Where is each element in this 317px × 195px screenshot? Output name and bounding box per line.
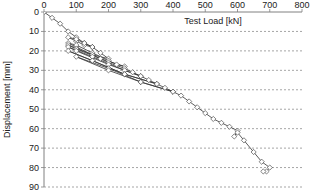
- point: [241, 138, 246, 143]
- x-tick-label: 600: [230, 0, 245, 10]
- point: [90, 44, 95, 49]
- point: [259, 159, 264, 164]
- x-tick-label: 100: [69, 0, 84, 10]
- x-axis-label: Test Load [kN]: [184, 16, 242, 26]
- point: [227, 124, 232, 129]
- point: [49, 15, 54, 20]
- point: [114, 62, 119, 67]
- grid-line: [44, 128, 302, 129]
- y-tick-label: 40: [29, 85, 39, 95]
- point: [98, 50, 103, 55]
- x-tick-label: 300: [133, 0, 148, 10]
- point: [251, 149, 256, 154]
- point: [58, 21, 63, 26]
- grid-line: [44, 187, 302, 188]
- y-tick-label: 10: [29, 26, 39, 36]
- point: [146, 77, 151, 82]
- y-axis: [44, 12, 45, 187]
- point: [170, 89, 175, 94]
- point: [82, 41, 87, 46]
- point: [74, 54, 79, 59]
- grid-line: [44, 167, 302, 168]
- point: [90, 58, 95, 63]
- point: [154, 81, 159, 86]
- point: [66, 29, 71, 34]
- point: [261, 169, 266, 174]
- x-tick-label: 400: [165, 0, 180, 10]
- x-tick-label: 200: [101, 0, 116, 10]
- grid-line: [44, 109, 302, 110]
- y-tick-label: 30: [29, 65, 39, 75]
- point: [203, 111, 208, 116]
- x-tick-label: 800: [294, 0, 309, 10]
- point: [154, 81, 159, 86]
- y-axis-label: Displacement [mm]: [2, 61, 12, 138]
- load-curve: [44, 12, 270, 171]
- y-tick-label: 60: [29, 124, 39, 134]
- point: [138, 74, 143, 79]
- point: [106, 68, 111, 73]
- point: [162, 85, 167, 90]
- y-tick-label: 20: [29, 46, 39, 56]
- point: [130, 70, 135, 75]
- grid-line: [44, 148, 302, 149]
- y-tick-label: 90: [29, 182, 39, 192]
- point: [98, 56, 103, 61]
- point: [178, 93, 183, 98]
- y-tick-label: 80: [29, 163, 39, 173]
- chart: 0 10 20 30 40 50 60 70 80 90 0 100 200 300 400 500 600 70…: [0, 0, 317, 195]
- point: [170, 89, 175, 94]
- point: [138, 79, 143, 84]
- point: [122, 72, 127, 77]
- y-tick-label: 70: [29, 143, 39, 153]
- point: [232, 134, 237, 139]
- point: [138, 74, 143, 79]
- x-tick-label: 500: [198, 0, 213, 10]
- grid-line: [44, 31, 302, 32]
- point: [90, 44, 95, 49]
- x-tick-label: 700: [262, 0, 277, 10]
- point: [66, 35, 71, 40]
- point: [66, 48, 71, 53]
- plot-area: [44, 12, 272, 174]
- x-axis: [44, 12, 302, 13]
- point: [235, 130, 240, 135]
- point: [219, 120, 224, 125]
- point: [211, 116, 216, 121]
- point: [74, 48, 79, 53]
- point: [138, 79, 143, 84]
- point: [122, 72, 127, 77]
- y-tick-label: 50: [29, 104, 39, 114]
- point: [187, 99, 192, 104]
- point: [195, 105, 200, 110]
- point: [44, 12, 47, 15]
- y-tick-label: 0: [34, 7, 39, 17]
- point: [74, 37, 79, 42]
- x-tick-label: 0: [41, 0, 46, 10]
- point: [90, 58, 95, 63]
- grid-line: [44, 70, 302, 71]
- point: [267, 165, 272, 170]
